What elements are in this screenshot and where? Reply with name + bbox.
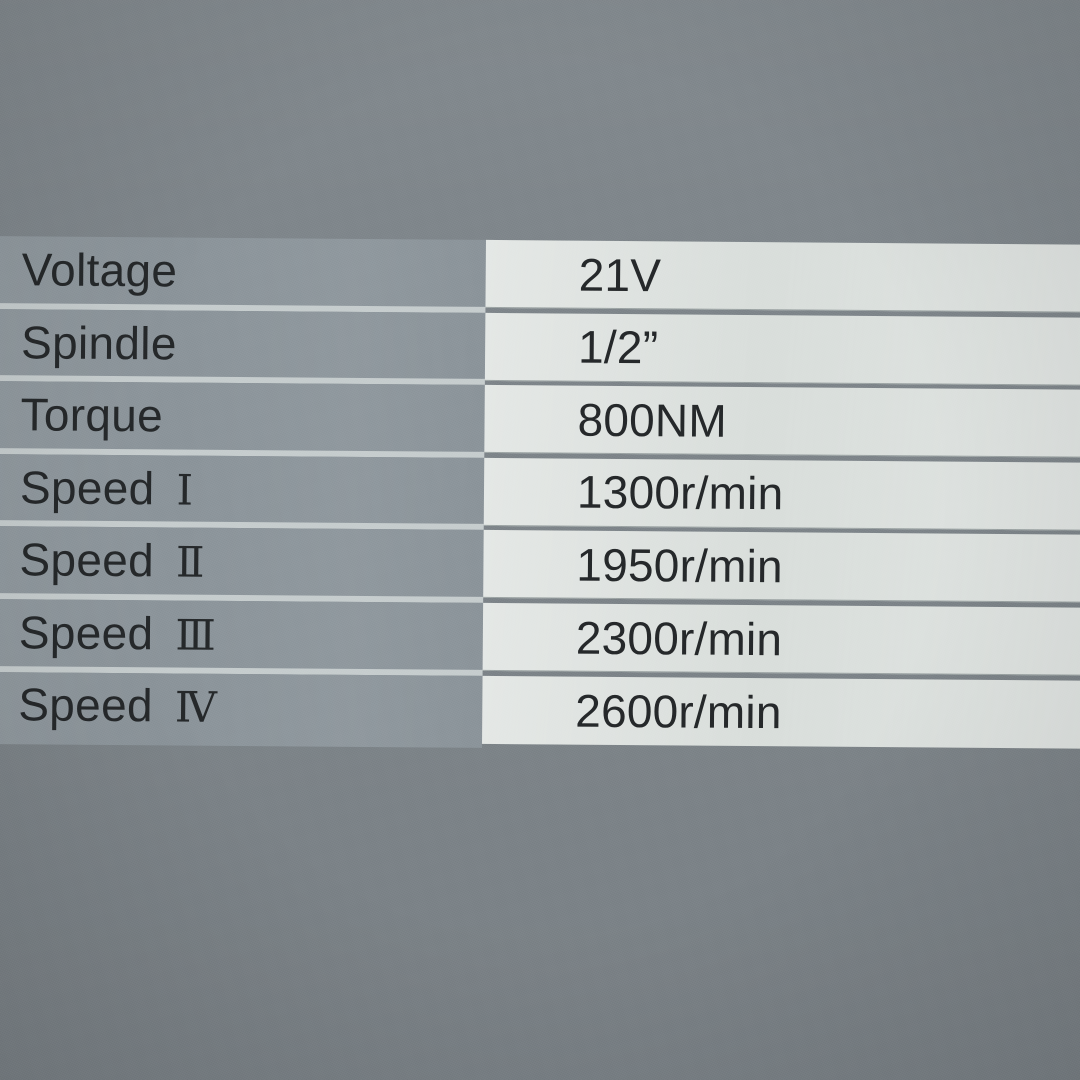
spec-label-text: Speed Ⅰ: [19, 460, 195, 515]
spec-label-name: Torque: [20, 388, 164, 442]
table-row: Spindle 1/2”: [0, 308, 1080, 390]
spec-value-cell: 2300r/min: [482, 602, 1080, 676]
spec-label-name: Speed: [18, 678, 154, 732]
spec-label-cell: Speed Ⅰ: [0, 453, 485, 531]
spec-value-cell: 21V: [485, 239, 1080, 313]
spec-label-cell: Speed Ⅲ: [0, 598, 484, 676]
spec-label-cell: Voltage: [0, 236, 486, 313]
specification-table: Voltage 21V Spindle 1/2” Torque 800NM: [0, 236, 1080, 757]
table-row: Speed Ⅳ 2600r/min: [0, 671, 1080, 753]
spec-value-cell: 1/2”: [484, 312, 1080, 386]
spec-value-text: 1300r/min: [576, 465, 784, 520]
spec-label-text: Speed Ⅱ: [19, 533, 206, 587]
table-row: Voltage 21V: [0, 236, 1080, 317]
spec-label-text: Voltage: [21, 243, 200, 297]
spec-value-text: 2300r/min: [575, 611, 783, 665]
spec-label-cell: Speed Ⅳ: [0, 671, 483, 749]
spec-label-text: Speed Ⅳ: [18, 678, 218, 733]
spec-value-text: 2600r/min: [575, 684, 782, 738]
spec-label-cell: Speed Ⅱ: [0, 526, 484, 603]
spec-label-name: Speed: [19, 533, 155, 587]
spec-value-cell: 800NM: [484, 385, 1080, 459]
spec-label-name: Speed: [18, 606, 154, 660]
spec-label-cell: Spindle: [0, 308, 486, 386]
spec-value-cell: 1300r/min: [483, 457, 1080, 531]
table-row: Speed Ⅲ 2300r/min: [0, 598, 1080, 680]
spec-label-text: Torque: [20, 388, 185, 442]
table-row: Speed Ⅰ 1300r/min: [0, 453, 1080, 535]
spec-label-name: Spindle: [20, 316, 177, 370]
spec-label-cell: Torque: [0, 381, 485, 458]
spec-label-roman: Ⅲ: [175, 613, 218, 660]
spec-value-cell: 2600r/min: [482, 675, 1080, 749]
spec-value-text: 800NM: [577, 393, 728, 447]
spec-label-text: Speed Ⅲ: [18, 606, 218, 660]
spec-label-name: Voltage: [21, 243, 178, 297]
spec-value-text: 1950r/min: [576, 538, 783, 593]
spec-value-text: 21V: [578, 248, 662, 301]
table-row: Speed Ⅱ 1950r/min: [0, 526, 1080, 607]
spec-label-roman: Ⅰ: [176, 468, 195, 515]
table-row: Torque 800NM: [0, 381, 1080, 462]
spec-value-cell: 1950r/min: [483, 530, 1080, 604]
spec-value-text: 1/2”: [577, 320, 659, 374]
spec-label-roman: Ⅳ: [174, 685, 218, 733]
spec-label-text: Spindle: [20, 316, 199, 370]
spec-label-roman: Ⅱ: [175, 540, 206, 587]
spec-label-name: Speed: [19, 460, 155, 514]
